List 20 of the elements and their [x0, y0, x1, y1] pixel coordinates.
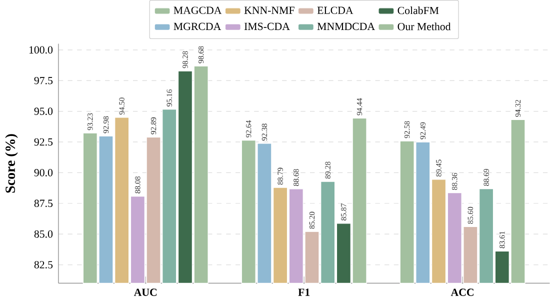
legend-label: ColabFM — [398, 6, 439, 14]
x-tick-label: ACC — [450, 288, 474, 296]
legend-label: MAGCDA — [174, 6, 222, 14]
legend-label: MGRCDA — [174, 22, 222, 30]
legend-label: Our Method — [398, 22, 451, 30]
y-tick-label: 82.5 — [34, 261, 53, 268]
legend-label: KNN-NMF — [244, 6, 294, 14]
x-tick-label: AUC — [134, 288, 157, 296]
y-tick-label: 95.0 — [34, 108, 53, 115]
x-tick-label: F1 — [298, 288, 310, 296]
legend-label: ELCDA — [317, 6, 354, 14]
y-tick-label: 97.5 — [34, 76, 53, 84]
y-tick-label: 87.5 — [34, 200, 53, 207]
y-tick-label: 92.5 — [34, 138, 53, 146]
y-tick-label: 85.0 — [34, 230, 53, 238]
legend-label: MNMDCDA — [317, 22, 375, 30]
y-tick-label: 90.0 — [34, 168, 53, 176]
y-axis-title: Score (%) — [5, 134, 18, 193]
legend-label: IMS-CDA — [244, 22, 290, 30]
y-tick-label: 100.0 — [29, 46, 53, 54]
